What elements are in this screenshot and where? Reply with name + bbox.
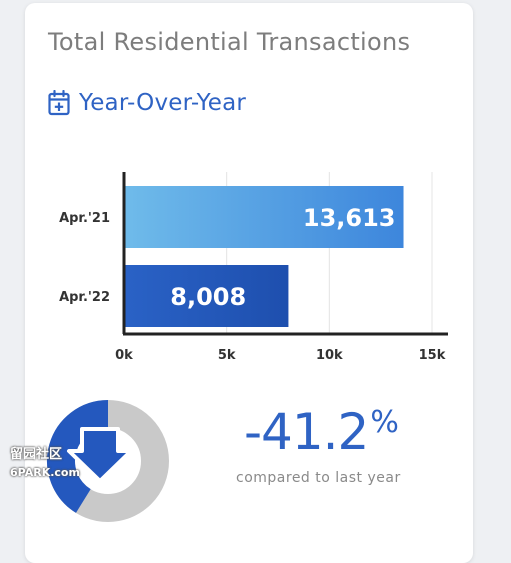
change-unit: % (370, 405, 399, 440)
bar (124, 186, 404, 248)
chart-bars: 13,613 8,008 (124, 186, 404, 327)
watermark-line2: 6PARK.com (10, 466, 80, 479)
arrow-down-icon (67, 427, 133, 483)
calendar-plus-icon (48, 90, 70, 116)
x-tick-label: 5k (218, 348, 236, 363)
bar (124, 265, 289, 327)
bar-value-label: 8,008 (170, 283, 246, 311)
change-stat: -41.2 % (244, 404, 399, 460)
watermark-logo: 留园社区 6PARK.com (10, 446, 80, 482)
card-title: Total Residential Transactions (48, 28, 411, 56)
chart-category-labels: Apr.'21 Apr.'22 (59, 211, 110, 305)
chart-subtitle: Year-Over-Year (79, 90, 247, 116)
chart-axes (122, 172, 448, 336)
bar-value-label: 13,613 (303, 204, 396, 232)
donut-progress (47, 400, 109, 513)
y-category-label: Apr.'21 (59, 211, 110, 226)
x-tick-label: 0k (115, 348, 133, 363)
change-donut (47, 400, 169, 522)
y-category-label: Apr.'22 (59, 290, 110, 305)
compare-label: compared to last year (236, 470, 401, 486)
bar-chart: 13,613 8,008 0k 5k 10k 15k Apr.'21 Apr.'22 (47, 172, 448, 522)
chart-tick-labels: 0k 5k 10k 15k (115, 348, 446, 363)
x-tick-label: 10k (316, 348, 343, 363)
change-value: -41.2 (244, 403, 369, 461)
x-tick-label: 15k (419, 348, 446, 363)
watermark-line1: 留园社区 (10, 447, 63, 462)
subtitle-row: Year-Over-Year (48, 88, 246, 118)
